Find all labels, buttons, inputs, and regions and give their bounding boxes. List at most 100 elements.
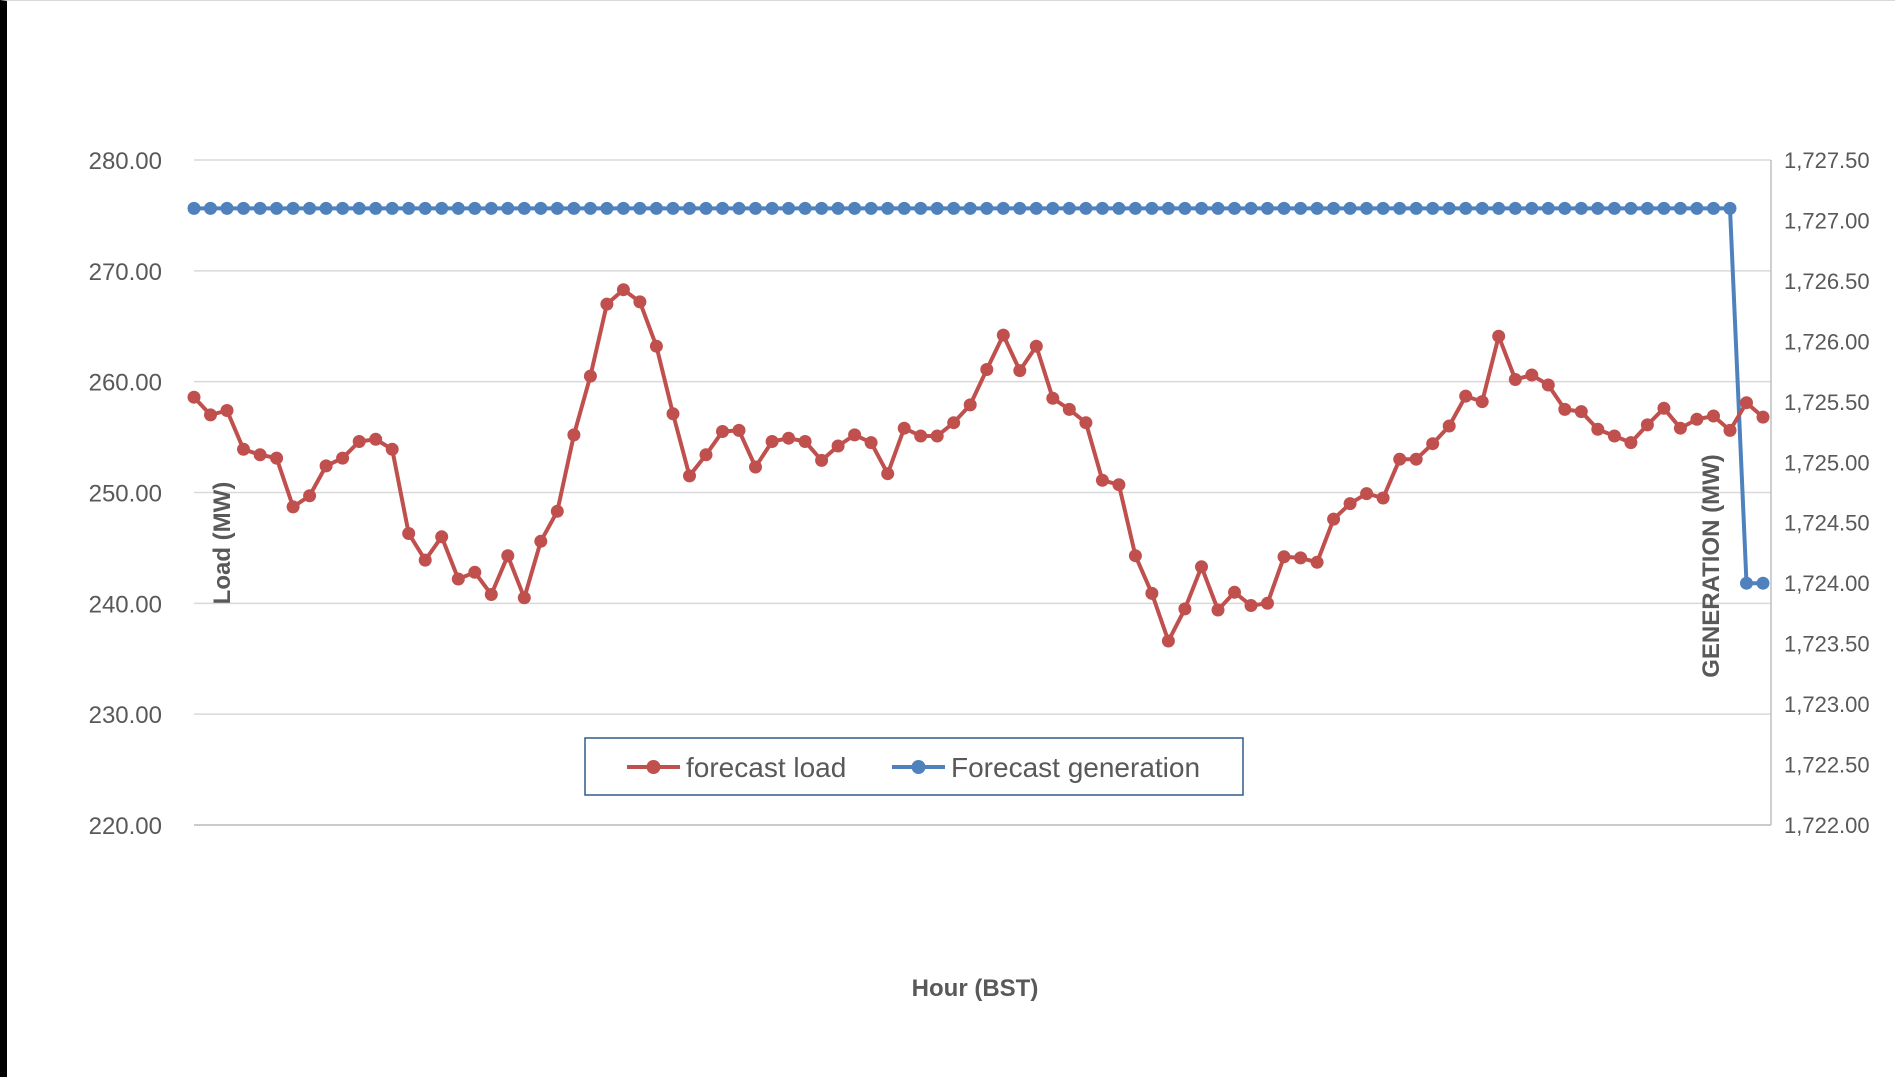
data-point xyxy=(484,201,498,215)
data-point xyxy=(1673,421,1687,435)
data-point xyxy=(1426,437,1440,451)
y2-tick-label: 1,726.50 xyxy=(1784,269,1870,294)
data-point xyxy=(782,201,796,215)
data-point xyxy=(930,201,944,215)
data-point xyxy=(418,201,432,215)
data-point xyxy=(567,201,581,215)
data-point xyxy=(1624,436,1638,450)
data-point xyxy=(666,407,680,421)
data-point xyxy=(237,442,250,456)
data-point xyxy=(1409,452,1423,466)
y2-tick-label: 1,723.50 xyxy=(1784,632,1870,657)
data-point xyxy=(732,423,746,437)
data-point xyxy=(1261,201,1274,215)
data-point xyxy=(1029,201,1043,215)
data-point xyxy=(1343,201,1357,215)
data-point xyxy=(253,448,267,462)
data-point xyxy=(220,201,234,215)
data-point xyxy=(732,201,746,215)
y2-tick-label: 1,724.00 xyxy=(1784,571,1870,596)
data-point xyxy=(501,201,515,215)
data-point xyxy=(947,416,961,430)
y-tick-label: 220.00 xyxy=(89,813,162,840)
data-point xyxy=(286,201,300,215)
data-point xyxy=(1409,201,1423,215)
data-point xyxy=(963,398,977,412)
data-point xyxy=(600,297,614,311)
series-forecast-load xyxy=(187,283,1770,648)
x-axis-title: Hour (BST) xyxy=(912,975,1039,1002)
data-point xyxy=(1244,201,1258,215)
data-point xyxy=(484,588,498,601)
data-point xyxy=(1591,201,1605,215)
y2-tick-label: 1,725.50 xyxy=(1784,390,1870,415)
data-point xyxy=(1046,201,1060,215)
data-point xyxy=(963,201,977,215)
data-point xyxy=(1442,201,1456,215)
data-point xyxy=(1128,201,1142,215)
y-tick-label: 240.00 xyxy=(89,591,162,618)
data-point xyxy=(1376,201,1390,215)
data-point xyxy=(1112,478,1126,492)
data-point xyxy=(683,201,696,215)
legend-marker-forecast-generation xyxy=(911,760,926,774)
data-point xyxy=(1294,551,1308,565)
data-point xyxy=(451,201,465,215)
data-point xyxy=(1079,201,1093,215)
data-point xyxy=(1723,423,1737,437)
data-point xyxy=(782,431,796,445)
data-point xyxy=(352,201,366,215)
data-point xyxy=(716,425,729,438)
data-point xyxy=(1145,201,1159,215)
data-point xyxy=(1591,422,1605,436)
data-point xyxy=(1360,487,1374,501)
data-point xyxy=(980,363,994,376)
data-point xyxy=(1426,201,1440,215)
data-point xyxy=(1574,405,1588,419)
data-point xyxy=(600,201,614,215)
data-point xyxy=(1459,389,1473,403)
data-point xyxy=(716,201,729,215)
y2-tick-label: 1,723.00 xyxy=(1784,692,1870,717)
data-point xyxy=(369,201,383,215)
data-point xyxy=(683,469,696,483)
series-forecast-generation xyxy=(187,201,1770,590)
data-point xyxy=(864,201,878,215)
data-point xyxy=(1128,549,1142,563)
data-point xyxy=(336,451,350,465)
data-point xyxy=(1756,576,1770,590)
data-point xyxy=(616,201,630,215)
data-point xyxy=(1442,419,1456,433)
data-point xyxy=(1624,201,1638,215)
data-point xyxy=(1310,555,1324,569)
data-point xyxy=(501,549,515,563)
data-point xyxy=(1228,585,1241,599)
data-point xyxy=(1211,603,1225,617)
data-point xyxy=(385,201,399,215)
y-tick-label: 280.00 xyxy=(89,148,162,175)
data-point xyxy=(1657,201,1671,215)
data-point xyxy=(1228,201,1241,215)
data-point xyxy=(1756,410,1770,424)
data-point xyxy=(550,504,564,518)
data-point xyxy=(319,459,333,473)
data-point xyxy=(1095,473,1109,487)
data-point xyxy=(980,201,994,215)
data-point xyxy=(1277,550,1291,564)
legend-entry-forecast-generation: Forecast generation xyxy=(892,752,1200,783)
data-point xyxy=(1607,201,1621,215)
data-point xyxy=(1475,201,1489,215)
data-point xyxy=(1195,560,1208,574)
data-point xyxy=(1393,452,1407,466)
data-point xyxy=(187,390,201,404)
data-point xyxy=(402,527,416,540)
data-point xyxy=(1740,396,1753,410)
legend-entry-forecast-load: forecast load xyxy=(627,752,846,783)
data-point xyxy=(1327,201,1341,215)
y2-tick-label: 1,725.00 xyxy=(1784,450,1870,475)
y-tick-label: 260.00 xyxy=(89,370,162,397)
dual-axis-line-chart: 220.00 230.00 240.00 250.00 260.00 270.00 280.… xyxy=(89,148,1870,1002)
y2-tick-label: 1,727.50 xyxy=(1784,148,1870,173)
data-point xyxy=(253,201,267,215)
data-point xyxy=(798,201,812,215)
